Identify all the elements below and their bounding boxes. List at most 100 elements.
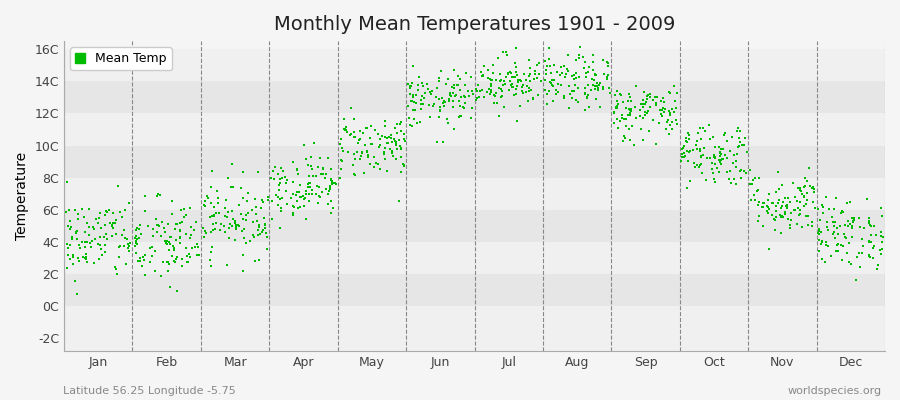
Point — [569, 74, 583, 81]
Point — [446, 90, 460, 97]
Point — [355, 149, 369, 155]
Point — [104, 222, 119, 229]
Point — [305, 186, 320, 193]
Point — [204, 228, 219, 235]
Point — [402, 115, 417, 122]
Point — [172, 235, 186, 242]
Point — [578, 59, 592, 66]
Point — [812, 248, 826, 254]
Point — [756, 223, 770, 229]
Point — [812, 230, 826, 237]
Point — [106, 220, 121, 226]
Point — [689, 138, 704, 144]
Point — [482, 85, 496, 92]
Point — [184, 224, 198, 230]
Point — [588, 82, 602, 89]
Point — [299, 188, 313, 194]
Point — [770, 214, 784, 221]
Text: Latitude 56.25 Longitude -5.75: Latitude 56.25 Longitude -5.75 — [63, 386, 236, 396]
Point — [339, 127, 354, 133]
Point — [590, 83, 604, 89]
Point — [653, 107, 668, 113]
Point — [433, 108, 447, 115]
Point — [678, 152, 692, 159]
Point — [182, 251, 196, 257]
Point — [279, 179, 293, 186]
Point — [780, 216, 795, 222]
Point — [87, 260, 102, 266]
Point — [712, 144, 726, 150]
Point — [129, 238, 143, 244]
Point — [369, 159, 383, 166]
Point — [199, 230, 213, 236]
Point — [553, 72, 567, 78]
Point — [163, 233, 177, 240]
Point — [610, 116, 625, 122]
Point — [154, 273, 168, 279]
Point — [798, 183, 813, 189]
Point — [430, 138, 445, 145]
Point — [409, 100, 423, 106]
Point — [624, 106, 638, 112]
Point — [302, 191, 316, 197]
Point — [274, 208, 288, 214]
Point — [172, 227, 186, 234]
Point — [447, 92, 462, 99]
Point — [761, 210, 776, 217]
Point — [304, 162, 319, 169]
Point — [530, 75, 544, 81]
Point — [404, 98, 419, 104]
Point — [518, 89, 533, 95]
Point — [487, 100, 501, 106]
Point — [640, 93, 654, 99]
Point — [257, 222, 272, 228]
Point — [60, 265, 75, 271]
Point — [188, 244, 202, 250]
Point — [642, 128, 656, 134]
Point — [258, 230, 273, 237]
Point — [225, 208, 239, 214]
Point — [778, 210, 792, 217]
Point — [109, 231, 123, 237]
Point — [392, 121, 407, 128]
Point — [371, 161, 385, 168]
Point — [727, 176, 742, 182]
Point — [138, 192, 152, 199]
Point — [830, 225, 844, 232]
Point — [415, 93, 429, 99]
Point — [290, 198, 304, 204]
Point — [734, 167, 748, 173]
Point — [442, 96, 456, 103]
Point — [586, 67, 600, 73]
Point — [600, 72, 615, 78]
Point — [508, 64, 523, 70]
Point — [483, 86, 498, 93]
Point — [665, 126, 680, 132]
Point — [109, 217, 123, 224]
Point — [641, 91, 655, 98]
Point — [608, 109, 622, 116]
Point — [806, 186, 821, 192]
Point — [507, 92, 521, 98]
Point — [475, 73, 490, 80]
Point — [432, 77, 446, 84]
Point — [788, 194, 802, 200]
Point — [58, 208, 73, 215]
Point — [290, 188, 304, 195]
Point — [766, 200, 780, 206]
Point — [681, 157, 696, 164]
Point — [211, 200, 225, 206]
Point — [762, 246, 777, 252]
Point — [597, 71, 611, 77]
Point — [437, 102, 452, 109]
Point — [146, 226, 160, 232]
Point — [869, 232, 884, 238]
Point — [588, 72, 602, 78]
Point — [697, 144, 711, 151]
Point — [340, 128, 355, 135]
Point — [322, 188, 337, 194]
Point — [814, 229, 828, 236]
Point — [662, 130, 676, 137]
Point — [752, 199, 767, 206]
Point — [346, 170, 361, 177]
